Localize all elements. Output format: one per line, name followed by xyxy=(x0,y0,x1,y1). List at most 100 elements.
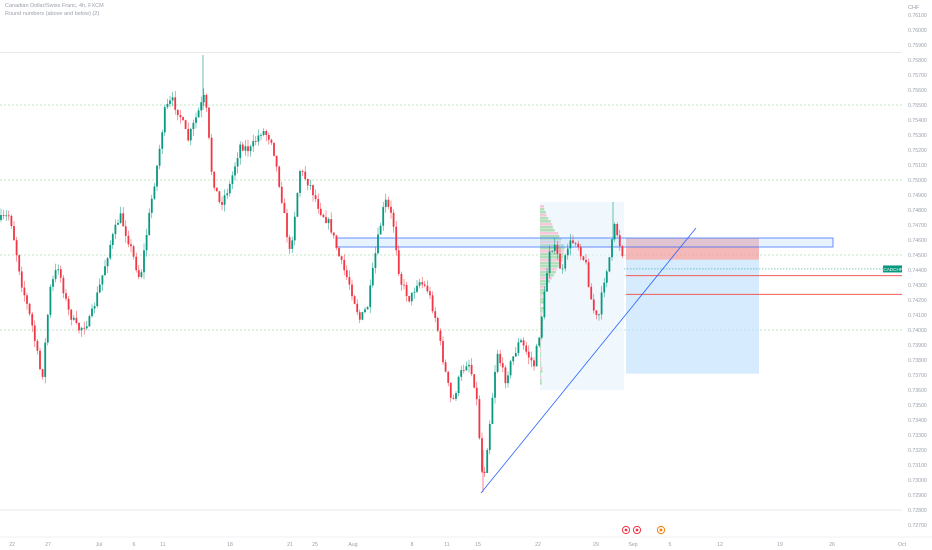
y-tick-label: 0.74600 xyxy=(908,238,927,244)
indicator-legend[interactable]: Round numbers (above and below) (2) xyxy=(5,11,100,17)
candle-body xyxy=(330,219,333,233)
candle-body xyxy=(527,351,530,358)
candle-body xyxy=(153,186,156,199)
candle-body xyxy=(244,146,247,151)
candle-body xyxy=(280,186,283,203)
candle-body xyxy=(70,309,73,320)
candle-body xyxy=(345,270,348,278)
candle-body xyxy=(41,369,44,377)
candle-body xyxy=(559,253,561,269)
candle-body xyxy=(338,247,340,257)
candle-body xyxy=(605,271,608,283)
candle-body xyxy=(400,273,403,285)
y-tick-label: 0.75900 xyxy=(908,43,927,49)
candle-body xyxy=(543,291,546,318)
candle-body xyxy=(278,166,281,187)
y-tick-label: 0.74800 xyxy=(908,208,927,214)
trend-line[interactable] xyxy=(480,227,697,494)
volume-profile-bar xyxy=(540,310,543,313)
volume-profile-bar xyxy=(540,211,546,214)
y-tick-label: 0.73700 xyxy=(908,373,927,379)
candle-body xyxy=(98,284,101,293)
volume-profile-bar xyxy=(540,361,542,364)
candle-body xyxy=(67,298,70,310)
candle-body xyxy=(449,382,452,398)
candle-body xyxy=(470,364,473,375)
candle-body xyxy=(616,223,619,236)
candle-body xyxy=(439,330,442,342)
y-tick-label: 0.75000 xyxy=(908,178,927,184)
candle-body xyxy=(600,292,603,315)
x-tick-label: 26 xyxy=(829,542,835,548)
x-tick-label: 27 xyxy=(45,542,51,548)
short-position-target-zone[interactable] xyxy=(626,259,759,374)
y-tick-label: 0.73500 xyxy=(908,403,927,409)
candle-body xyxy=(10,215,13,227)
candle-body xyxy=(621,246,624,257)
volume-profile-bar xyxy=(540,355,542,358)
volume-profile-bar xyxy=(540,214,547,217)
volume-profile-bar xyxy=(540,367,543,370)
short-position-stop-zone[interactable] xyxy=(626,238,759,260)
candle-body xyxy=(436,317,439,331)
candle-body xyxy=(525,345,528,352)
candle-body xyxy=(538,337,541,346)
candle-body xyxy=(218,191,221,202)
candle-body xyxy=(577,243,580,248)
volume-profile-bar xyxy=(540,325,541,328)
y-tick-label: 0.74300 xyxy=(908,283,927,289)
volume-profile-bar xyxy=(540,277,552,280)
resistance-zone[interactable] xyxy=(336,237,834,248)
candle-body xyxy=(509,361,512,376)
candle-body xyxy=(197,110,200,118)
candle-body xyxy=(486,450,489,473)
volume-profile-bar xyxy=(540,376,542,379)
candles-layer xyxy=(0,55,624,492)
candle-body xyxy=(132,246,135,257)
candle-body xyxy=(429,291,431,296)
candle-body xyxy=(592,299,595,311)
candle-body xyxy=(520,340,522,343)
volume-profile-bar xyxy=(540,244,565,247)
y-tick-label: 0.75500 xyxy=(908,103,927,109)
candle-body xyxy=(535,345,538,367)
y-tick-label: 0.73600 xyxy=(908,388,927,394)
candle-body xyxy=(533,360,535,367)
chart-title: Canadian Dollar/Swiss Franc, 4h, FXCM xyxy=(5,3,104,9)
x-tick-label: 11 xyxy=(160,542,165,548)
candle-body xyxy=(374,253,377,268)
volume-profile-bar xyxy=(540,382,542,385)
candle-body xyxy=(460,370,463,377)
candle-body xyxy=(452,397,455,399)
candle-body xyxy=(291,240,294,249)
candle-body xyxy=(507,375,509,384)
volume-profile-bar xyxy=(540,370,543,373)
y-tick-label: 0.75100 xyxy=(908,163,927,169)
candle-body xyxy=(288,237,291,249)
candle-body xyxy=(54,270,57,280)
candle-body xyxy=(239,144,242,159)
price-axis-background[interactable] xyxy=(902,0,932,550)
candle-body xyxy=(273,142,275,156)
y-tick-label: 0.73300 xyxy=(908,433,927,439)
candle-body xyxy=(301,171,304,172)
volume-profile-bar xyxy=(540,229,555,232)
candle-body xyxy=(423,284,426,286)
y-tick-label: 0.73800 xyxy=(908,358,927,364)
candle-body xyxy=(618,235,621,247)
y-tick-label: 0.73900 xyxy=(908,343,927,349)
volume-profile-bar xyxy=(540,337,541,340)
candle-body xyxy=(36,340,39,351)
y-tick-label: 0.74900 xyxy=(908,193,927,199)
candle-body xyxy=(104,266,106,276)
volume-profile-bar xyxy=(540,247,565,250)
candle-body xyxy=(52,279,54,287)
volume-profile-bar xyxy=(540,232,559,235)
drawing-layer[interactable] xyxy=(336,202,834,390)
candle-body xyxy=(512,356,515,362)
candle-body xyxy=(390,206,392,213)
y-tick-label: 0.74700 xyxy=(908,223,927,229)
candle-body xyxy=(582,256,585,260)
y-tick-label: 0.72800 xyxy=(908,508,927,514)
